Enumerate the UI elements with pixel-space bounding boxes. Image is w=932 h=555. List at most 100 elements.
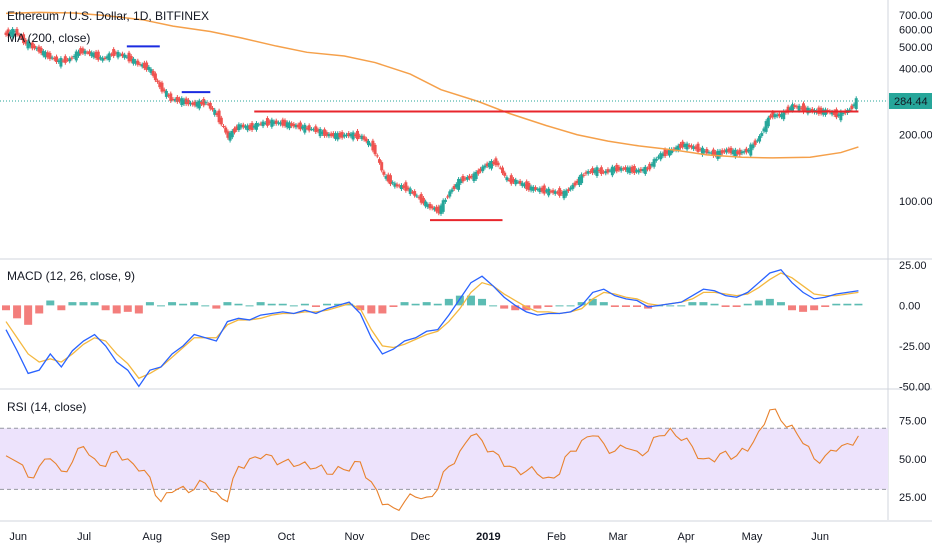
candle-body xyxy=(837,114,841,116)
candle-body xyxy=(597,170,601,172)
candle-body xyxy=(777,113,781,117)
candle-body xyxy=(87,51,91,55)
candle-body xyxy=(626,167,630,173)
candle-body xyxy=(810,108,814,112)
candle-body xyxy=(329,133,333,136)
x-tick-label: Jul xyxy=(77,531,91,543)
candle-body xyxy=(254,122,258,130)
candle-body xyxy=(272,121,276,124)
candle-body xyxy=(852,104,856,106)
candle-body xyxy=(338,132,342,138)
candle-body xyxy=(448,191,452,197)
candle-body xyxy=(213,109,217,115)
candle-body xyxy=(307,125,311,131)
candle-body xyxy=(487,162,491,168)
candle-body xyxy=(512,179,515,183)
candle-body xyxy=(349,133,353,137)
macd-histogram-bar xyxy=(478,298,487,306)
candle-body xyxy=(134,60,138,64)
candle-body xyxy=(197,100,201,109)
candle-body xyxy=(683,144,687,148)
candle-body xyxy=(804,107,808,111)
candle-body xyxy=(312,129,316,131)
candle-body xyxy=(654,158,658,161)
macd-histogram-bar xyxy=(555,305,564,307)
candle-body xyxy=(217,110,221,123)
candle-body xyxy=(362,136,366,140)
candle-body xyxy=(538,188,542,193)
candle-body xyxy=(35,48,39,50)
candle-body xyxy=(191,102,195,105)
candle-body xyxy=(114,52,118,54)
candle-body xyxy=(714,151,718,156)
macd-histogram-bar xyxy=(621,305,630,307)
candle-body xyxy=(639,168,643,172)
candle-body xyxy=(839,111,843,121)
candle-body xyxy=(773,114,777,118)
rsi-tick-label: 75.00 xyxy=(899,416,927,428)
candle-body xyxy=(182,99,186,105)
candle-body xyxy=(90,52,94,57)
candle-body xyxy=(380,162,384,171)
candle-body xyxy=(771,111,775,118)
candle-body xyxy=(145,62,149,70)
x-tick-label: Mar xyxy=(608,531,627,543)
candle-body xyxy=(501,167,505,174)
candle-body xyxy=(419,194,423,203)
macd-histogram-bar xyxy=(378,305,387,314)
candle-body xyxy=(841,112,845,115)
candle-body xyxy=(518,180,522,184)
candle-body xyxy=(786,106,790,113)
candle-body xyxy=(373,144,377,155)
macd-tick-label: -25.00 xyxy=(899,341,930,353)
candle-body xyxy=(13,31,17,33)
macd-histogram-bar xyxy=(35,305,44,314)
candle-body xyxy=(703,150,707,152)
candle-body xyxy=(279,122,283,125)
macd-histogram-bar xyxy=(212,305,221,309)
candle-body xyxy=(483,165,487,168)
macd-histogram-bar xyxy=(732,305,741,307)
candle-body xyxy=(494,158,498,166)
macd-histogram-bar xyxy=(854,303,863,306)
rsi-tick-label: 25.00 xyxy=(899,492,927,504)
candle-body xyxy=(577,176,581,186)
candle-body xyxy=(8,31,12,35)
candle-body xyxy=(70,57,74,59)
macd-histogram-bar xyxy=(688,302,697,306)
candle-body xyxy=(694,146,698,149)
candle-body xyxy=(171,98,175,100)
candle-body xyxy=(323,129,327,136)
candle-body xyxy=(347,132,351,137)
candle-body xyxy=(722,150,726,153)
x-tick-label: Oct xyxy=(278,531,295,543)
candle-body xyxy=(169,93,173,102)
candle-body xyxy=(720,150,724,154)
candle-body xyxy=(498,167,502,169)
candle-body xyxy=(520,182,524,186)
candle-body xyxy=(160,82,164,92)
candle-body xyxy=(83,50,87,54)
candle-body xyxy=(744,148,748,153)
x-tick-label: Aug xyxy=(142,531,162,543)
candle-body xyxy=(793,105,797,108)
candle-body xyxy=(265,118,269,126)
candle-body xyxy=(63,56,67,63)
candle-body xyxy=(753,140,757,145)
candle-body xyxy=(540,187,544,192)
candle-body xyxy=(637,169,641,173)
candle-body xyxy=(613,167,617,172)
candle-body xyxy=(402,185,406,188)
candle-body xyxy=(698,149,702,151)
x-tick-label: Sep xyxy=(211,531,231,543)
candle-body xyxy=(659,153,663,160)
macd-histogram-bar xyxy=(145,302,154,306)
candle-body xyxy=(542,185,546,194)
ma-line xyxy=(5,11,859,159)
candle-body xyxy=(399,185,403,190)
x-tick-label: 2019 xyxy=(476,531,500,543)
macd-histogram-bar xyxy=(112,305,121,314)
x-tick-label: Nov xyxy=(345,531,365,543)
